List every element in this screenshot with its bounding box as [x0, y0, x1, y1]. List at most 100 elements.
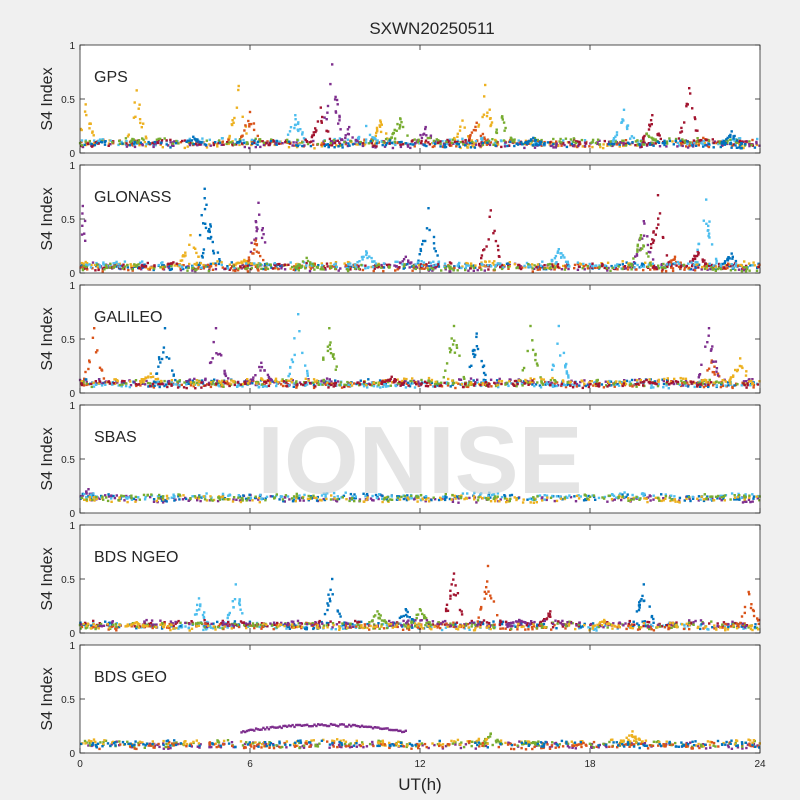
- data-point: [731, 255, 734, 258]
- data-point: [404, 386, 408, 389]
- data-point: [241, 382, 245, 386]
- data-point: [551, 383, 555, 387]
- data-point: [163, 498, 166, 502]
- data-point: [295, 496, 298, 500]
- data-point: [621, 260, 624, 263]
- data-point: [707, 334, 710, 337]
- data-point: [550, 266, 553, 270]
- data-point: [445, 140, 448, 144]
- data-point: [475, 501, 478, 504]
- data-point: [409, 262, 412, 265]
- data-point: [316, 120, 320, 123]
- data-point: [691, 257, 695, 261]
- data-point: [642, 220, 645, 223]
- data-point: [95, 495, 98, 499]
- data-point: [575, 494, 579, 498]
- data-point: [739, 144, 742, 147]
- data-point: [568, 381, 572, 384]
- data-point: [555, 499, 559, 503]
- data-point: [367, 378, 370, 381]
- data-point: [683, 268, 686, 271]
- data-point: [151, 141, 155, 144]
- data-point: [496, 492, 500, 495]
- data-point: [699, 385, 702, 388]
- data-point: [472, 264, 476, 267]
- data-point: [248, 493, 251, 496]
- data-point: [391, 132, 394, 136]
- data-point: [453, 339, 456, 342]
- data-point: [539, 266, 542, 270]
- data-point: [385, 379, 388, 382]
- data-point: [363, 142, 367, 146]
- data-point: [117, 143, 120, 147]
- data-points: [79, 187, 761, 273]
- data-point: [128, 385, 131, 389]
- data-point: [282, 380, 286, 383]
- data-point: [203, 197, 206, 200]
- data-point: [686, 146, 690, 149]
- data-point: [297, 313, 300, 316]
- data-point: [309, 261, 312, 264]
- data-point: [752, 383, 756, 387]
- data-point: [657, 383, 660, 386]
- data-point: [390, 498, 394, 501]
- data-point: [697, 253, 700, 256]
- data-point: [133, 101, 136, 104]
- data-point: [552, 263, 556, 266]
- data-point: [664, 495, 668, 498]
- data-point: [475, 121, 478, 124]
- data-point: [683, 139, 686, 142]
- data-point: [575, 140, 578, 143]
- data-point: [525, 261, 529, 265]
- data-point: [101, 382, 104, 385]
- data-point: [200, 379, 204, 382]
- data-point: [521, 143, 524, 146]
- data-point: [287, 140, 291, 143]
- plot-area: [80, 45, 760, 153]
- data-point: [624, 267, 628, 270]
- data-point: [563, 497, 567, 501]
- data-point: [288, 498, 291, 501]
- data-point: [508, 380, 511, 383]
- data-point: [319, 498, 322, 502]
- data-point: [103, 264, 106, 267]
- data-point: [468, 496, 471, 500]
- data-point: [569, 496, 573, 499]
- data-point: [483, 383, 486, 387]
- data-point: [697, 376, 700, 379]
- data-point: [411, 139, 414, 142]
- data-point: [642, 384, 645, 387]
- data-point: [132, 142, 136, 145]
- data-point: [485, 496, 488, 500]
- data-point: [543, 267, 547, 270]
- data-point: [740, 147, 743, 150]
- data-point: [309, 496, 312, 499]
- data-point: [476, 499, 480, 502]
- data-point: [702, 139, 705, 143]
- data-point: [188, 379, 191, 382]
- data-point: [550, 381, 553, 384]
- data-point: [202, 384, 206, 387]
- data-point: [645, 497, 648, 500]
- data-point: [344, 136, 347, 140]
- data-point: [288, 372, 291, 376]
- data-point: [166, 265, 169, 268]
- data-point: [740, 142, 743, 145]
- data-point: [672, 143, 675, 146]
- data-point: [734, 265, 737, 268]
- data-point: [322, 378, 325, 382]
- data-point: [696, 248, 699, 251]
- data-point: [126, 263, 129, 267]
- data-point: [489, 124, 492, 128]
- data-point: [756, 383, 760, 386]
- data-point: [723, 261, 727, 265]
- data-point: [662, 379, 665, 383]
- data-point: [619, 141, 622, 144]
- data-point: [638, 498, 641, 501]
- data-point: [494, 263, 498, 267]
- data-point: [434, 142, 437, 146]
- data-point: [143, 498, 147, 501]
- data-point: [356, 261, 359, 264]
- data-point: [560, 382, 564, 385]
- data-point: [568, 494, 571, 497]
